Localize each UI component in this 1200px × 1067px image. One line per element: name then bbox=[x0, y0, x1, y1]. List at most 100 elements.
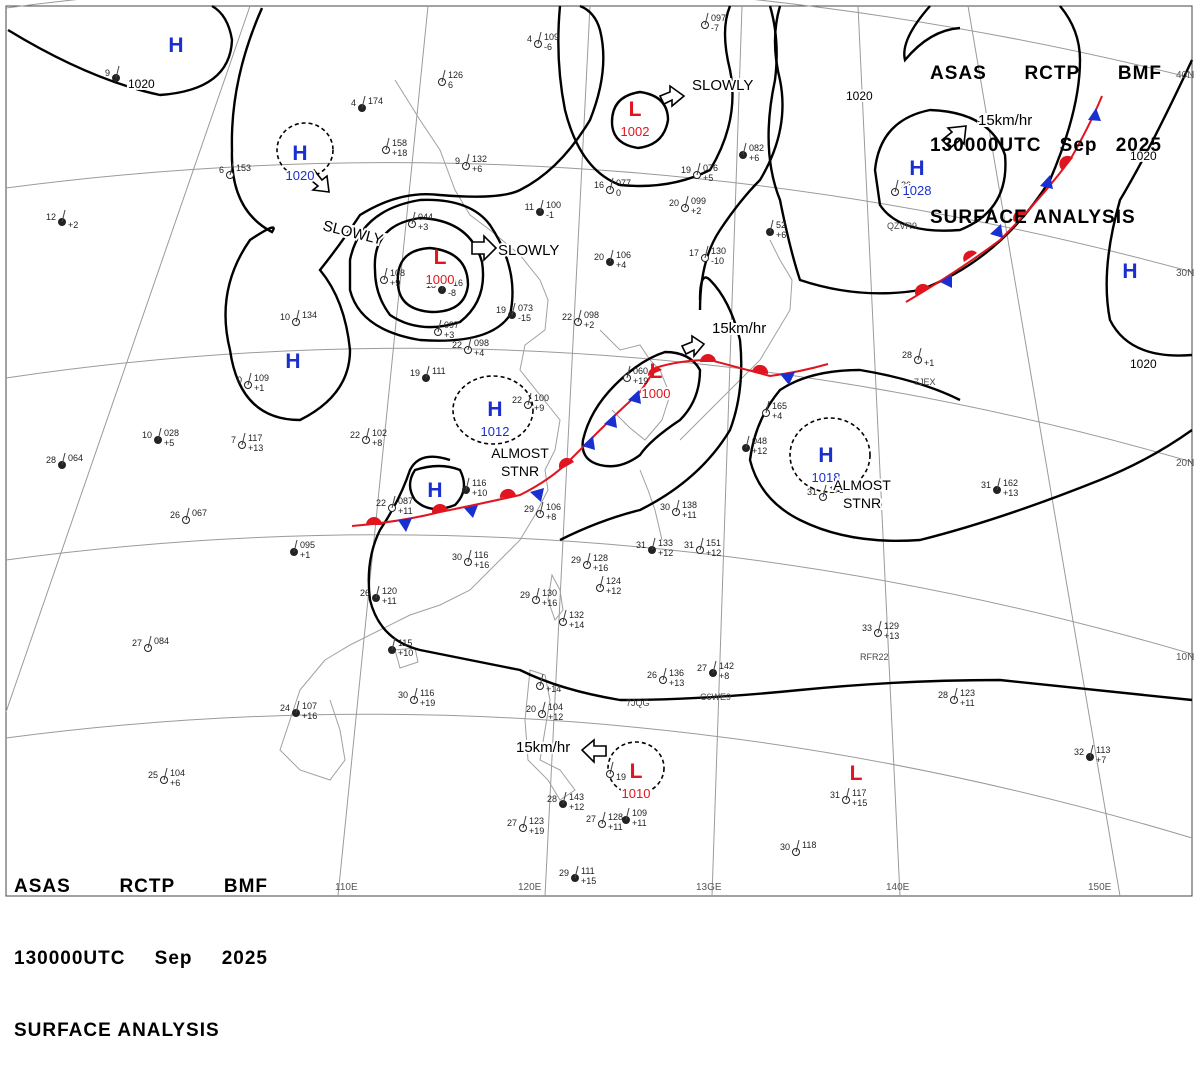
station-tendency: +16 bbox=[474, 560, 489, 570]
station-temperature: 22 bbox=[512, 395, 522, 405]
station-pressure: 109 bbox=[254, 373, 269, 383]
header-agency-1: ASAS bbox=[930, 63, 987, 84]
station-tendency: 6 bbox=[448, 80, 453, 90]
front-barb bbox=[990, 224, 1003, 238]
longitude-label: 110E bbox=[335, 882, 358, 893]
station-temperature: 26 bbox=[170, 510, 180, 520]
wind-barb bbox=[712, 660, 717, 674]
station-temperature: 27 bbox=[697, 663, 707, 673]
station-pressure: 158 bbox=[392, 138, 407, 148]
station-pressure: 117 bbox=[852, 788, 866, 798]
station-tendency: +8 bbox=[546, 512, 556, 522]
high-pressure-marker: H bbox=[285, 350, 300, 373]
station-tendency: +1 bbox=[254, 383, 264, 393]
station-plot: 31 173 bbox=[807, 484, 844, 501]
ship-callsign: RFR22 bbox=[860, 652, 889, 662]
station-pressure: 076 bbox=[703, 163, 718, 173]
station-temperature: 6 bbox=[219, 165, 224, 175]
station-tendency: +16 bbox=[302, 711, 317, 721]
isobar-east-china-sea bbox=[559, 276, 743, 542]
station-temperature: 19 bbox=[681, 165, 691, 175]
station-tendency: +6 bbox=[170, 778, 180, 788]
wind-barb bbox=[745, 435, 750, 449]
coast-korea bbox=[599, 329, 671, 441]
station-plot: 29 130+16 bbox=[520, 587, 557, 608]
wind-barb bbox=[662, 667, 667, 681]
front-bump bbox=[700, 354, 716, 362]
wind-barb bbox=[383, 267, 388, 281]
station-pressure: 048 bbox=[752, 436, 767, 446]
station-plot: 27 123+19 bbox=[507, 815, 544, 836]
station-temperature: 30 bbox=[780, 842, 790, 852]
wind-barb bbox=[684, 195, 689, 209]
wind-barb bbox=[765, 400, 770, 414]
header-bottom-left: ASAS RCTP BMF 130000UTC Sep 2025 SURFACE… bbox=[14, 827, 268, 1067]
wind-barb bbox=[769, 219, 774, 233]
station-plot: 26 136+13 bbox=[647, 667, 684, 688]
station-plot: 31 151+12 bbox=[684, 537, 721, 558]
movement-label: 15km/hr bbox=[516, 739, 570, 756]
isobar-1020-east bbox=[1105, 59, 1194, 357]
front-barb bbox=[780, 372, 795, 385]
station-tendency: +11 bbox=[398, 506, 413, 516]
station-pressure: 087 bbox=[398, 496, 413, 506]
ship-callsign: 7JQG bbox=[626, 698, 650, 708]
ship-callsign: C6WE9 bbox=[700, 692, 731, 702]
station-tendency: +16 bbox=[542, 598, 557, 608]
station-tendency: +4 bbox=[772, 411, 782, 421]
header-title: SURFACE ANALYSIS bbox=[930, 207, 1136, 228]
station-temperature: 32 bbox=[1074, 747, 1084, 757]
station-tendency: +12 bbox=[606, 586, 621, 596]
station-pressure: 099 bbox=[691, 196, 706, 206]
station-temperature: 7 bbox=[231, 435, 236, 445]
station-plot: 22 098+4 bbox=[452, 337, 489, 358]
station-tendency: +3 bbox=[444, 330, 454, 340]
front-barb bbox=[1040, 175, 1053, 189]
station-plot: 20 106+4 bbox=[594, 249, 631, 270]
wind-barb bbox=[609, 249, 614, 263]
station-temperature: 12 bbox=[46, 212, 56, 222]
station-tendency: +6 bbox=[749, 153, 759, 163]
station-temperature: 26 bbox=[647, 670, 657, 680]
station-pressure: 126 bbox=[448, 70, 463, 80]
station-temperature: 28 bbox=[902, 350, 912, 360]
station-temperature: 29 bbox=[559, 868, 569, 878]
station-temperature: 10 bbox=[142, 430, 152, 440]
station-temperature: 10 bbox=[280, 312, 290, 322]
wind-barb bbox=[425, 365, 430, 379]
station-plot: 22 087+11 bbox=[376, 495, 413, 516]
center-pressure-value: 1012 bbox=[481, 424, 510, 439]
wind-barb bbox=[157, 427, 162, 441]
station-pressure: 118 bbox=[802, 840, 816, 850]
isobar-far-ne-1020 bbox=[903, 5, 961, 63]
station-plot: 22 100+9 bbox=[512, 392, 549, 413]
front-ne bbox=[905, 95, 1103, 303]
station-plot: 28 143+12 bbox=[547, 791, 584, 812]
station-temperature: 0 bbox=[237, 375, 242, 385]
wind-barb bbox=[441, 69, 446, 83]
wind-barb bbox=[586, 552, 591, 566]
station-temperature: 26 bbox=[360, 588, 370, 598]
wind-barb bbox=[391, 637, 396, 651]
isobar-north-loop bbox=[557, 5, 734, 188]
station-tendency: +9 bbox=[390, 278, 400, 288]
station-pressure: 116 bbox=[420, 688, 434, 698]
low-pressure-marker: L bbox=[650, 360, 663, 383]
station-pressure: 104 bbox=[548, 702, 563, 712]
station-pressure: 174 bbox=[368, 96, 383, 106]
station-temperature: 24 bbox=[280, 703, 290, 713]
longitude-line-140e bbox=[857, 5, 901, 897]
header-year: 2025 bbox=[1115, 135, 1162, 156]
station-pressure: 120 bbox=[382, 586, 397, 596]
station-pressure: 115 bbox=[398, 638, 412, 648]
station-plot: 18 016-8 bbox=[426, 277, 463, 298]
isobar-mongolia-ring bbox=[224, 4, 605, 422]
station-tendency: +16 bbox=[593, 563, 608, 573]
longitude-line-130e bbox=[711, 5, 743, 897]
station-plot: 26 067 bbox=[170, 507, 207, 524]
station-pressure: 128 bbox=[593, 553, 608, 563]
station-tendency: +13 bbox=[248, 443, 263, 453]
isobars bbox=[7, 4, 1194, 702]
wind-barb bbox=[537, 31, 542, 45]
coast-japan bbox=[679, 239, 793, 441]
